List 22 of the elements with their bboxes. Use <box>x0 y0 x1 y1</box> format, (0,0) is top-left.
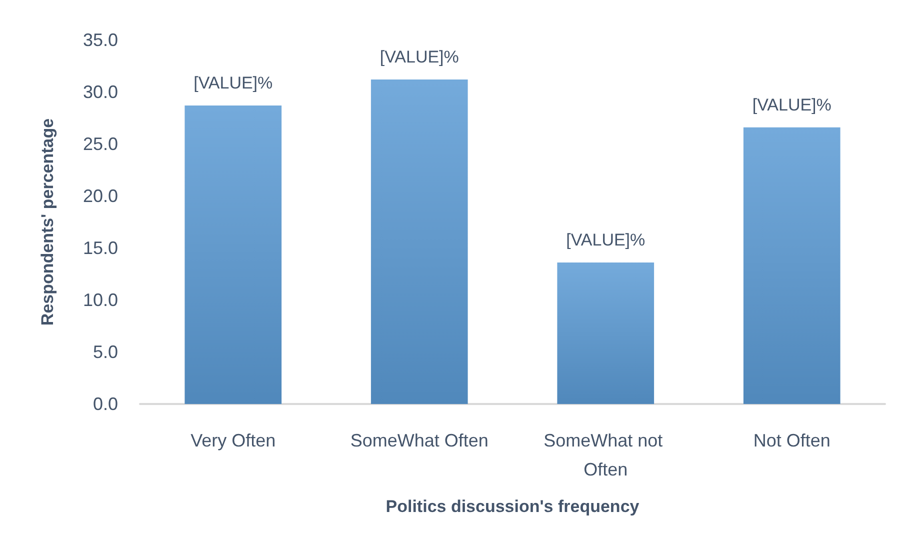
y-tick-label: 15.0 <box>82 238 118 258</box>
x-tick-label: Not Often <box>753 430 830 450</box>
data-label: [VALUE]% <box>194 74 273 93</box>
y-tick-label: 5.0 <box>92 342 118 362</box>
x-axis-title: Politics discussion's frequency <box>386 497 640 516</box>
bar <box>184 106 282 404</box>
y-tick-label: 0.0 <box>92 394 118 414</box>
bar <box>370 80 468 404</box>
x-tick-label: Very Often <box>190 430 276 450</box>
y-tick-label: 30.0 <box>82 82 118 102</box>
y-tick-label: 25.0 <box>82 134 118 154</box>
y-tick-label: 20.0 <box>82 186 118 206</box>
data-label: [VALUE]% <box>752 95 832 114</box>
y-tick-label: 10.0 <box>82 290 118 310</box>
bar <box>743 127 840 404</box>
y-axis-title: Respondents' percentage <box>38 118 57 326</box>
x-tick-label: SomeWhat not Often <box>544 430 668 480</box>
data-label: [VALUE]% <box>380 48 459 67</box>
data-label: [VALUE]% <box>566 230 646 250</box>
bar <box>557 262 654 404</box>
y-tick-label: 35.0 <box>82 30 118 50</box>
x-tick-label: SomeWhat Often <box>350 430 488 450</box>
